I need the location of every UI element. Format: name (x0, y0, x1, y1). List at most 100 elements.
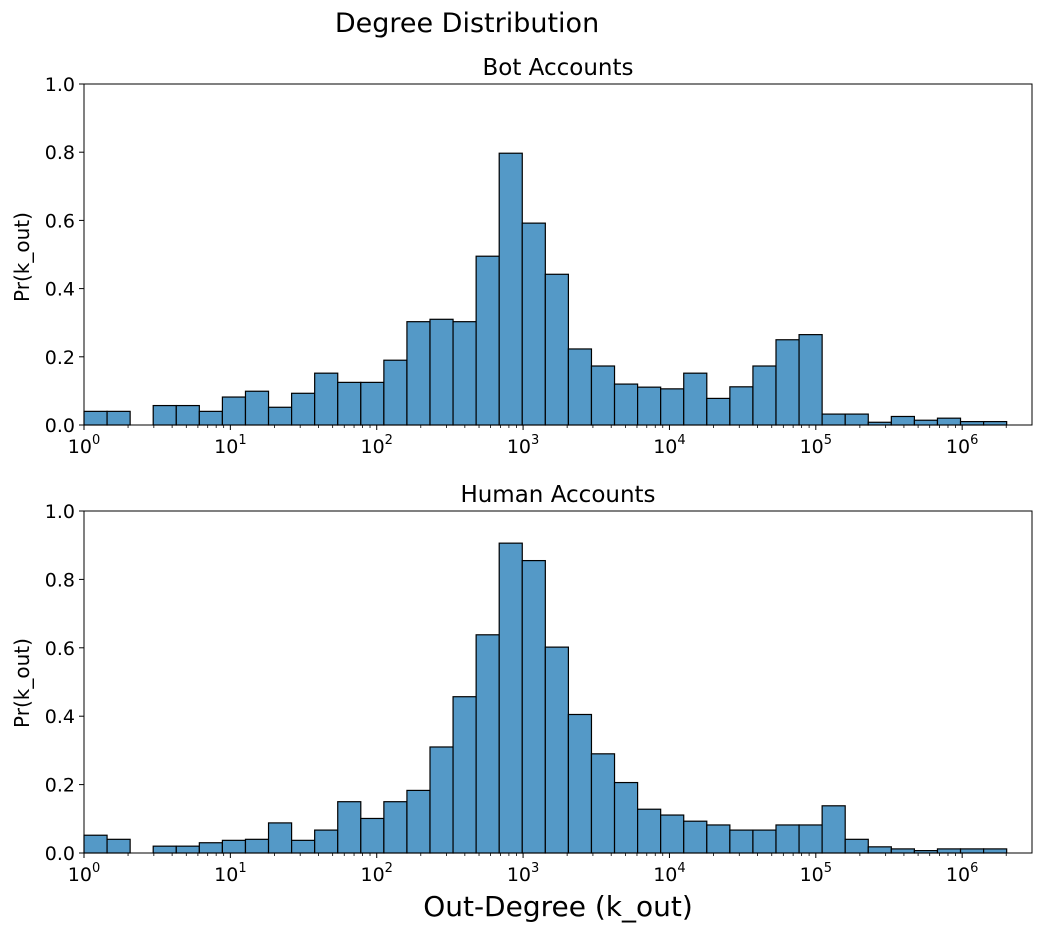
histogram-bar (429, 746, 454, 854)
histogram-bar (360, 817, 385, 854)
histogram-bar (452, 321, 477, 426)
histogram-bar (406, 789, 431, 854)
histogram-bar (775, 339, 800, 426)
histogram-bar (175, 404, 200, 426)
histogram-bar (337, 381, 362, 426)
x-tick-label: 102 (360, 861, 392, 886)
y-tick-label: 0.6 (45, 210, 75, 232)
y-tick-label: 0.0 (45, 415, 75, 437)
histogram-bar (821, 805, 846, 854)
histogram-bar (798, 334, 823, 426)
histogram-bar (752, 829, 777, 854)
y-tick-label: 0.4 (45, 706, 75, 728)
histogram-bar (383, 359, 408, 426)
histogram-bar (360, 381, 385, 426)
histogram-bar (775, 824, 800, 854)
panel-title: Bot Accounts (482, 55, 633, 81)
histogram-bar (706, 397, 731, 426)
histogram-bar (636, 386, 662, 426)
histogram-bar (429, 318, 454, 426)
panel-title: Human Accounts (460, 482, 655, 508)
x-ticks: 100 101 102 103 104 105 106 (68, 853, 1007, 886)
x-tick-label: 105 (800, 861, 832, 886)
histogram-bar (590, 365, 616, 426)
y-tick-label: 1.0 (45, 501, 75, 523)
histogram-bar (221, 396, 247, 426)
y-tick-label: 0.2 (45, 347, 75, 369)
histogram-bar (936, 417, 962, 426)
histogram-bar (498, 152, 523, 426)
y-tick-label: 0.8 (45, 569, 75, 591)
histogram-bar (729, 386, 754, 426)
histogram-bar (498, 542, 523, 854)
histogram-bar (890, 848, 916, 854)
y-tick-label: 0.4 (45, 279, 75, 301)
histogram-bar (152, 845, 177, 854)
histogram-bar (752, 365, 777, 426)
histogram-bar (314, 372, 339, 426)
histogram-bar (175, 845, 200, 854)
figure-title: Degree Distribution (335, 8, 599, 39)
histogram-bar (729, 829, 754, 854)
histogram-bar (198, 410, 224, 426)
histogram-bar (521, 222, 546, 426)
histogram-bar (521, 559, 546, 854)
histogram-bar (821, 413, 846, 426)
histogram-bar (544, 273, 570, 426)
histogram-bar (798, 824, 823, 854)
x-ticks: 100 101 102 103 104 105 106 (68, 425, 1007, 458)
histogram-bar (567, 713, 593, 854)
histogram-bar (383, 801, 408, 854)
histogram-bar (544, 646, 570, 854)
histogram-bar (613, 781, 639, 854)
bars-group (83, 542, 1008, 854)
histogram-bar (267, 822, 293, 854)
histogram-bar (660, 814, 685, 854)
histogram-bar (706, 824, 731, 854)
x-tick-label: 104 (653, 433, 685, 458)
bars-group (83, 152, 1008, 426)
histogram-bar (244, 838, 270, 854)
x-tick-label: 100 (68, 861, 100, 886)
histogram-bar (959, 848, 985, 854)
y-axis-label: Pr(k_out) (10, 212, 34, 302)
x-tick-label: 102 (360, 433, 392, 458)
y-tick-label: 0.2 (45, 775, 75, 797)
y-tick-label: 1.0 (45, 74, 75, 96)
histogram-bar (244, 390, 270, 426)
x-tick-label: 103 (507, 433, 539, 458)
histogram-bar (982, 420, 1008, 426)
histogram-bar (106, 410, 131, 426)
histogram-bar (291, 392, 316, 426)
x-tick-label: 103 (507, 861, 539, 886)
y-tick-label: 0.6 (45, 638, 75, 660)
histogram-bar (567, 348, 593, 426)
histogram-bar (106, 838, 131, 854)
histogram-bar (913, 419, 939, 426)
histogram-bar (83, 834, 108, 854)
histogram-bar (613, 383, 639, 426)
y-tick-label: 0.8 (45, 142, 75, 164)
histogram-bar (291, 839, 316, 854)
histogram-bar (959, 420, 985, 426)
histogram-bar (982, 848, 1008, 854)
histogram-bar (590, 753, 616, 854)
x-tick-label: 106 (946, 433, 978, 458)
histogram-bar (867, 846, 892, 854)
x-tick-label: 105 (800, 433, 832, 458)
histogram-bar (198, 842, 224, 854)
y-ticks: 0.0 0.2 0.4 0.6 0.8 1.0 (45, 74, 84, 437)
x-tick-label: 104 (653, 861, 685, 886)
plot-frame (83, 83, 1033, 426)
bot-accounts-panel: Bot Accounts Pr(k_out) 0.0 0.2 0.4 0.6 0.8 1.… (10, 55, 1033, 458)
x-tick-label: 106 (946, 861, 978, 886)
histogram-bar (844, 413, 869, 426)
histogram-bar (890, 415, 916, 426)
histogram-bar (83, 410, 108, 426)
histogram-bar (936, 848, 962, 854)
histogram-bar (406, 321, 431, 426)
histogram-bar (683, 820, 708, 854)
histogram-bar (452, 696, 477, 854)
y-axis-label: Pr(k_out) (10, 638, 34, 728)
